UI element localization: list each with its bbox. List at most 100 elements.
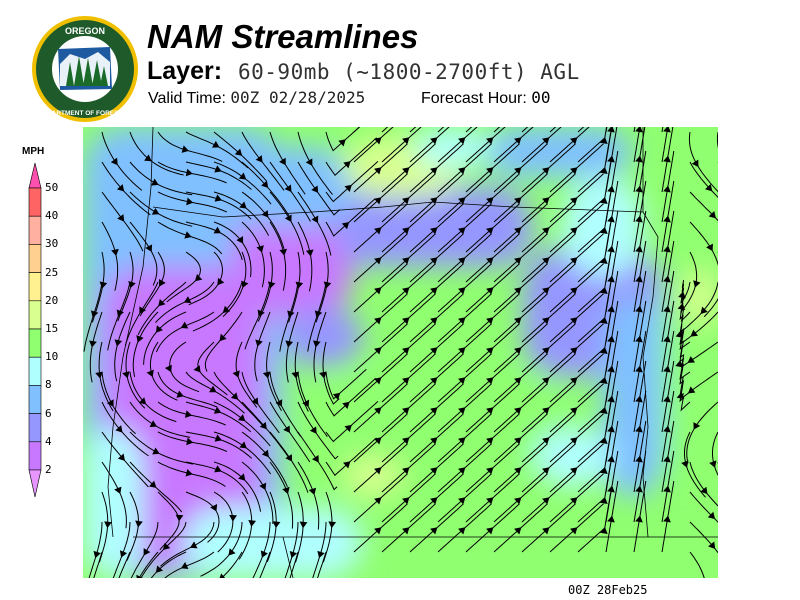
streamline-arrow bbox=[228, 548, 236, 556]
streamline-arrow bbox=[542, 167, 550, 175]
legend-swatch bbox=[28, 215, 42, 245]
streamline-arrow bbox=[607, 275, 615, 283]
streamline-arrow bbox=[374, 227, 382, 235]
streamline-arrow bbox=[430, 527, 438, 535]
streamline-arrow bbox=[570, 257, 578, 265]
streamline-arrow bbox=[402, 527, 410, 535]
streamline-arrow bbox=[707, 511, 716, 520]
streamline-arrow bbox=[458, 467, 466, 475]
streamline-arrow bbox=[374, 407, 382, 415]
streamline-arrow bbox=[570, 227, 578, 235]
streamline-arrow bbox=[289, 550, 298, 559]
streamline-arrow bbox=[186, 197, 194, 206]
streamline-arrow bbox=[514, 437, 522, 445]
streamline-arrow bbox=[430, 197, 438, 205]
streamline-arrow bbox=[600, 226, 608, 234]
streamline-arrow bbox=[600, 136, 608, 144]
speed-region bbox=[313, 377, 433, 487]
streamline-arrow bbox=[663, 365, 671, 373]
streamline-arrow bbox=[136, 574, 143, 578]
streamline-arrow bbox=[542, 497, 550, 505]
streamline-arrow bbox=[135, 520, 143, 528]
streamline bbox=[259, 551, 271, 578]
forecast-hour-value: 00 bbox=[531, 88, 551, 107]
streamline-arrow bbox=[248, 519, 256, 527]
streamline-arrow bbox=[458, 527, 466, 535]
streamline-arrow bbox=[663, 395, 671, 403]
streamline-arrow bbox=[607, 455, 615, 463]
streamline-arrow bbox=[635, 365, 643, 373]
streamline-arrow bbox=[115, 425, 123, 433]
streamline-arrow bbox=[184, 410, 193, 418]
streamline bbox=[605, 127, 613, 163]
streamline-arrow bbox=[344, 424, 352, 433]
streamline bbox=[118, 551, 131, 578]
streamline-arrow bbox=[299, 521, 308, 529]
state-borders bbox=[107, 127, 718, 578]
streamline-arrow bbox=[332, 392, 341, 401]
streamline-arrow bbox=[402, 287, 410, 295]
streamline-arrow bbox=[402, 437, 410, 445]
legend-swatch bbox=[28, 328, 42, 358]
streamline-arrow bbox=[430, 317, 438, 325]
streamline-arrow bbox=[374, 467, 382, 475]
streamline-arrow bbox=[570, 467, 578, 475]
streamline-arrow bbox=[319, 371, 327, 379]
streamline-arrow bbox=[311, 455, 319, 463]
streamline-arrow bbox=[430, 407, 438, 415]
streamline-arrow bbox=[430, 167, 438, 175]
streamline-arrow bbox=[486, 437, 494, 445]
streamline-arrow bbox=[635, 515, 643, 523]
speed-region bbox=[683, 267, 718, 327]
streamline-arrow bbox=[430, 437, 438, 445]
streamline-arrow bbox=[430, 137, 438, 145]
streamline-arrow bbox=[259, 421, 267, 430]
legend-tick-label: 4 bbox=[45, 434, 52, 448]
streamline-arrow bbox=[486, 347, 494, 355]
streamline-arrow bbox=[164, 364, 172, 373]
streamline-arrow bbox=[458, 317, 466, 325]
streamline-arrow bbox=[238, 473, 246, 481]
streamline-arrow bbox=[600, 256, 608, 264]
streamline-arrow bbox=[272, 521, 281, 529]
streamline bbox=[317, 551, 327, 578]
streamline-arrow bbox=[635, 275, 643, 283]
streamline-arrow bbox=[309, 426, 317, 434]
streamline-arrow bbox=[570, 197, 578, 205]
streamline-arrow bbox=[214, 434, 222, 442]
streamline-arrow bbox=[251, 397, 259, 405]
streamline-arrow bbox=[305, 158, 313, 166]
streamline-arrow bbox=[374, 287, 382, 295]
streamline-arrow bbox=[486, 137, 494, 145]
streamline-arrow bbox=[158, 279, 166, 287]
streamline-arrow bbox=[312, 340, 321, 348]
streamline-arrow bbox=[607, 127, 615, 133]
streamline-arrow bbox=[458, 257, 466, 265]
streamline-arrow bbox=[402, 467, 410, 475]
streamline-arrow bbox=[116, 184, 125, 192]
streamline-arrow bbox=[635, 215, 643, 223]
streamline-arrow bbox=[158, 298, 166, 307]
streamline-arrow bbox=[635, 485, 643, 493]
streamline-arrow bbox=[607, 425, 615, 433]
streamline-arrow bbox=[210, 504, 218, 512]
streamline-arrow bbox=[90, 310, 99, 318]
streamline-arrow bbox=[542, 377, 550, 385]
streamline-arrow bbox=[663, 275, 671, 283]
streamline-arrow bbox=[143, 548, 151, 556]
streamline-arrow bbox=[514, 407, 522, 415]
streamline-arrow bbox=[486, 497, 494, 505]
streamline-arrow bbox=[514, 377, 522, 385]
streamline-arrow bbox=[95, 371, 103, 379]
streamline-arrow bbox=[402, 227, 410, 235]
streamline-arrow bbox=[600, 346, 608, 354]
streamline-arrow bbox=[570, 347, 578, 355]
streamline-arrow bbox=[162, 542, 171, 551]
streamline-arrow bbox=[230, 392, 239, 400]
streamline-arrow bbox=[486, 377, 494, 385]
streamline-arrow bbox=[709, 460, 717, 468]
legend-swatch bbox=[28, 441, 42, 471]
streamline-arrow bbox=[261, 210, 269, 218]
streamline-arrow bbox=[104, 521, 112, 529]
speed-region bbox=[603, 297, 663, 497]
